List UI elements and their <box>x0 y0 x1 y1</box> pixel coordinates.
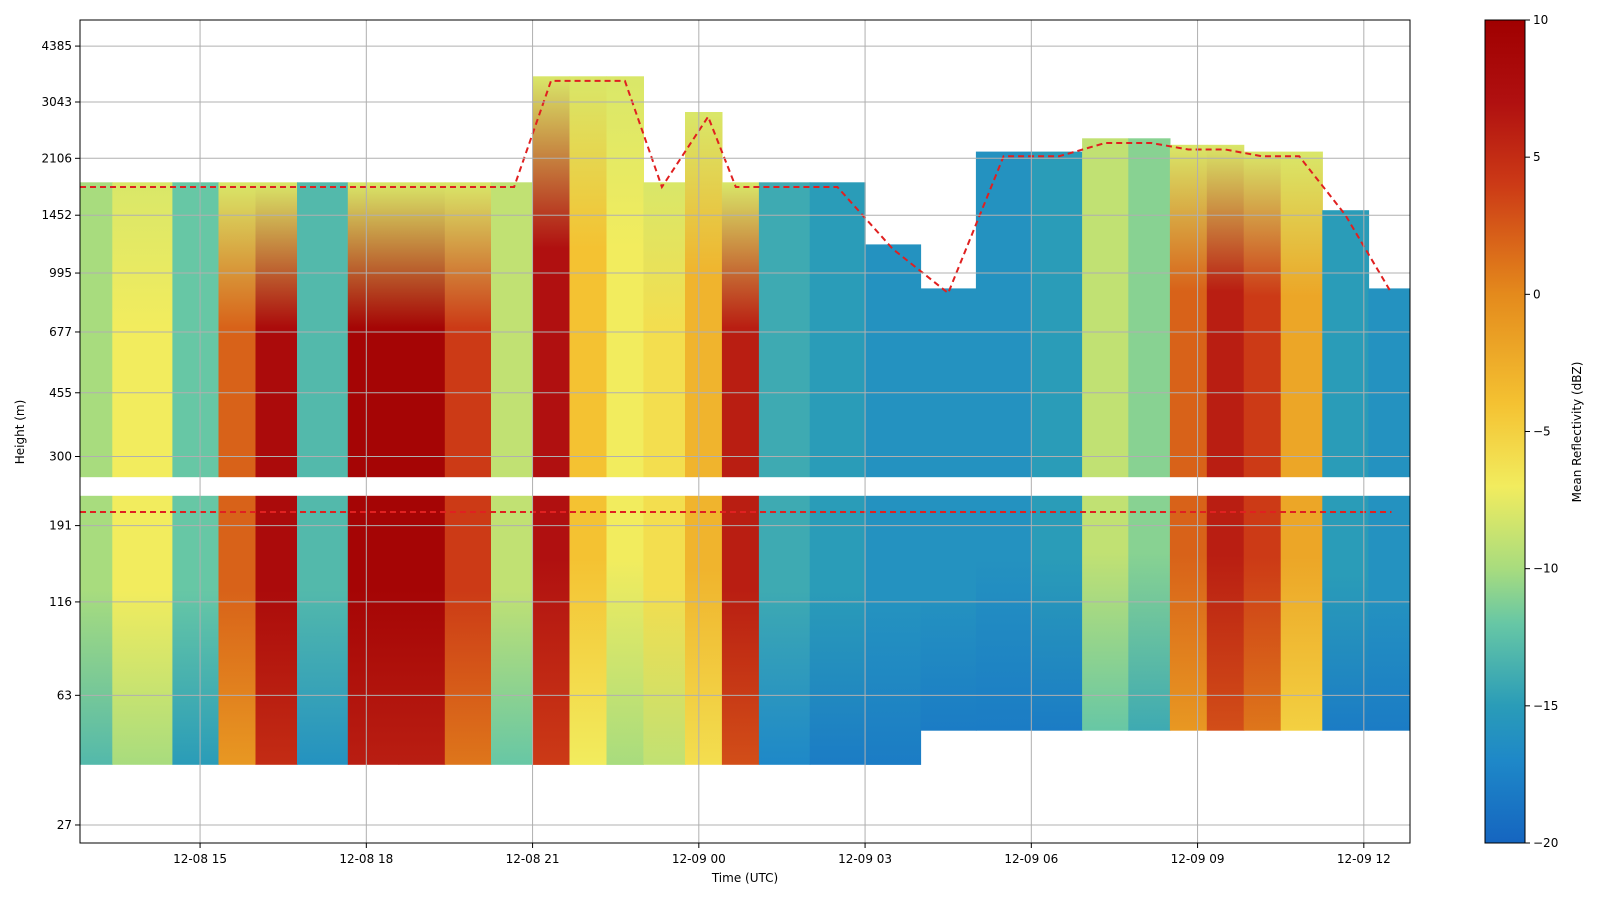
heatmap-band <box>1206 144 1245 731</box>
heatmap-band <box>809 182 866 765</box>
plot-frame <box>79 19 1411 844</box>
heatmap-band <box>721 182 760 765</box>
y-axis-label: Height (m) <box>13 400 27 465</box>
x-tick-label: 12-08 15 <box>173 852 227 866</box>
colorbar-tick-label: −20 <box>1533 836 1558 850</box>
y-axis: 27 63 116 191 300 455 677 995 1452 2106 3043 4385 <box>41 39 80 832</box>
contour-line <box>80 79 1393 295</box>
heatmap-band <box>569 76 607 765</box>
heatmap-band <box>80 182 113 765</box>
heatmap-band <box>112 182 173 765</box>
heatmap-band <box>297 182 349 765</box>
y-tick-label: 116 <box>49 595 72 609</box>
heatmap-band <box>218 182 256 765</box>
x-tick-label: 12-09 09 <box>1171 852 1225 866</box>
colorbar-tick-label: −10 <box>1533 562 1558 576</box>
x-tick-label: 12-09 12 <box>1337 852 1391 866</box>
y-tick-label: 63 <box>57 688 72 702</box>
heatmap-band <box>1368 288 1410 731</box>
heatmap-band <box>975 151 1032 731</box>
colorbar-gradient <box>1484 19 1526 844</box>
heatmap-band <box>1031 151 1083 731</box>
x-axis-label: Time (UTC) <box>711 871 778 885</box>
x-axis: 12-08 15 12-08 18 12-08 21 12-09 00 12-09 03… <box>173 843 1391 866</box>
x-tick-label: 12-09 00 <box>672 852 726 866</box>
heatmap-band <box>1243 151 1282 731</box>
heatmap-band <box>643 182 686 765</box>
y-tick-label: 27 <box>57 818 72 832</box>
heatmap-band <box>1082 138 1129 731</box>
heatmap-band <box>172 182 220 765</box>
colorbar-label: Mean Reflectivity (dBZ) <box>1570 362 1584 503</box>
colorbar-tick-label: 10 <box>1533 13 1548 27</box>
heatmap-band <box>1322 210 1370 731</box>
heatmap-band <box>1128 138 1171 731</box>
y-tick-label: 1452 <box>41 208 72 222</box>
y-tick-label: 2106 <box>41 151 72 165</box>
heatmap-band <box>1280 151 1323 731</box>
data-gap-band <box>80 477 1410 496</box>
heatmap-band <box>444 182 492 765</box>
heatmap-band <box>491 182 534 765</box>
heatmap-band <box>532 76 571 765</box>
colorbar-tick-label: −15 <box>1533 699 1558 713</box>
y-tick-label: 191 <box>49 519 72 533</box>
heatmap-band <box>1169 144 1208 731</box>
heatmap-band <box>685 112 723 765</box>
y-tick-label: 4385 <box>41 39 72 53</box>
heatmap-band <box>347 182 400 765</box>
x-tick-label: 12-09 03 <box>838 852 892 866</box>
colorbar-tick-label: 0 <box>1533 287 1541 301</box>
grid-layer <box>80 20 1410 843</box>
y-tick-label: 455 <box>49 386 72 400</box>
x-tick-label: 12-08 21 <box>506 852 560 866</box>
heatmap-band <box>398 182 446 765</box>
heatmap-band <box>255 182 298 765</box>
y-tick-label: 3043 <box>41 95 72 109</box>
y-tick-label: 677 <box>49 325 72 339</box>
contour-layer <box>80 79 1393 513</box>
x-tick-label: 12-09 06 <box>1004 852 1058 866</box>
heatmap-layer <box>80 76 1410 765</box>
heatmap-band <box>758 182 811 765</box>
heatmap-band <box>606 76 644 765</box>
colorbar-tick-label: 5 <box>1533 150 1541 164</box>
colorbar: 10 5 0 −5 −10 −15 −20 Mean Reflectivity (dBZ) <box>1484 13 1584 850</box>
y-tick-label: 995 <box>49 266 72 280</box>
colorbar-ticks: 10 5 0 −5 −10 −15 −20 <box>1525 13 1558 850</box>
heatmap-band <box>865 244 922 765</box>
colorbar-tick-label: −5 <box>1533 425 1551 439</box>
y-tick-label: 300 <box>49 450 72 464</box>
x-tick-label: 12-08 18 <box>339 852 393 866</box>
heatmap-band <box>920 288 977 731</box>
